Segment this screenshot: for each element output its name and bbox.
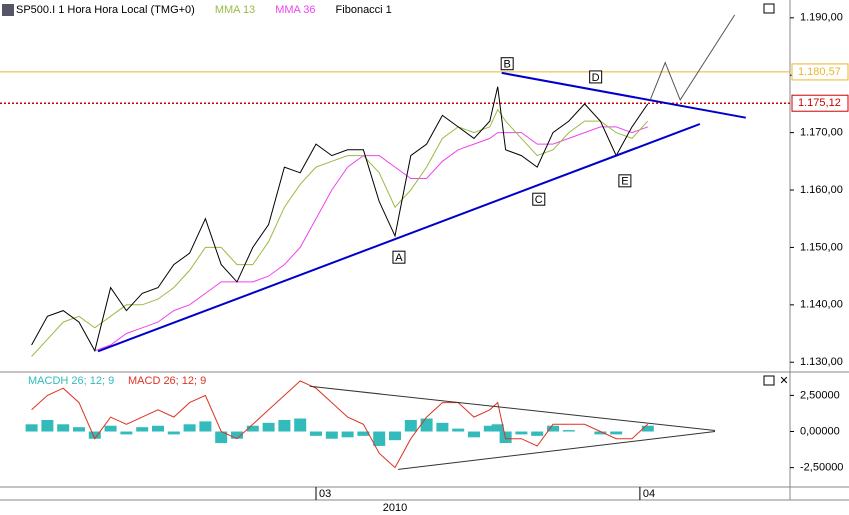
histogram-bar: [136, 427, 149, 432]
histogram-bar: [278, 419, 291, 432]
legend-entry: MACD 26; 12; 9: [128, 375, 206, 387]
trendline: [398, 431, 716, 470]
histogram-bar: [468, 431, 480, 438]
histogram-bar: [231, 431, 243, 439]
histogram-bar: [183, 424, 196, 432]
wave-label-box: [500, 57, 514, 71]
macd-line: [31, 380, 649, 469]
histogram-bar: [215, 431, 228, 444]
histogram-bar: [246, 425, 259, 432]
histogram-bar: [531, 431, 544, 436]
y-tick-label: 1.130,00: [800, 356, 843, 368]
price-label-box: [791, 94, 849, 112]
histogram-bar: [104, 425, 117, 432]
y-tick-label: 0,00000: [800, 425, 840, 437]
y-tick-label: -2,50000: [800, 462, 843, 474]
logo: [2, 4, 14, 16]
histogram-bar: [420, 418, 433, 432]
x-tick-label: 03: [319, 488, 331, 500]
histogram-bar: [294, 418, 307, 432]
x-tick-label: 04: [643, 488, 655, 500]
price-label: 1.180,57: [798, 66, 841, 78]
wave-label: E: [621, 176, 628, 188]
histogram-bar: [199, 421, 212, 432]
y-tick-label: 1.190,00: [800, 12, 843, 24]
wave-label: C: [535, 194, 543, 206]
y-tick-label: 1.140,00: [800, 299, 843, 311]
wave-label-box: [589, 70, 603, 84]
histogram-bar: [357, 431, 370, 436]
header: SP500.I 1 Hora Hora Local (TMG+0) MMA 13 M…: [16, 4, 392, 16]
trendline: [649, 14, 736, 101]
chart-title: SP500.I 1 Hora Hora Local (TMG+0): [16, 4, 195, 16]
price-series: [31, 86, 649, 353]
price-label: 1.175,12: [798, 97, 841, 109]
histogram-bar: [483, 425, 496, 432]
indicator-label: MMA 13: [215, 4, 255, 16]
y-tick-label: 1.170,00: [800, 127, 843, 139]
histogram-bar: [373, 431, 386, 446]
close-button[interactable]: ✕: [779, 375, 788, 387]
histogram-bar: [515, 431, 528, 435]
wave-label-box: [618, 174, 632, 188]
price-series: [31, 108, 649, 357]
indicator-label: MMA 36: [275, 4, 315, 16]
maximize-button[interactable]: [763, 3, 775, 14]
indicator-label: Fibonacci 1: [336, 4, 392, 16]
histogram-bar: [325, 431, 338, 439]
legend-entry: MACDH 26; 12; 9: [28, 375, 114, 387]
x-axis-label: 2010: [383, 502, 407, 514]
histogram-bar: [120, 431, 133, 435]
price-label-box: [791, 63, 849, 81]
histogram-bar: [594, 431, 607, 435]
histogram-bar: [57, 424, 70, 432]
y-tick-label: 1.160,00: [800, 184, 843, 196]
wave-label: D: [592, 72, 600, 84]
y-tick-label: 1.150,00: [800, 241, 843, 253]
wave-label: A: [395, 252, 403, 264]
price-series: [94, 126, 648, 352]
histogram-bar: [152, 425, 164, 432]
histogram-bar: [389, 431, 401, 441]
trendline: [501, 71, 746, 119]
histogram-bar: [404, 419, 417, 432]
histogram-bar: [452, 428, 465, 432]
histogram-bar: [436, 422, 449, 432]
trendline: [309, 385, 716, 431]
wave-label-box: [392, 250, 406, 264]
histogram-bar: [310, 431, 322, 436]
maximize-button[interactable]: [763, 375, 775, 386]
histogram-bar: [491, 424, 504, 432]
histogram-bar: [167, 431, 180, 435]
histogram-bar: [73, 427, 85, 432]
histogram-bar: [562, 430, 575, 432]
trendline: [97, 123, 701, 353]
histogram-bar: [610, 431, 623, 435]
y-tick-label: 2,50000: [800, 389, 840, 401]
histogram-bar: [262, 422, 275, 432]
histogram-bar: [341, 431, 354, 438]
histogram-bar: [41, 419, 54, 432]
wave-label-box: [532, 192, 546, 206]
histogram-bar: [547, 425, 559, 432]
histogram-bar: [25, 424, 38, 432]
histogram-bar: [641, 425, 654, 432]
histogram-bar: [88, 431, 101, 439]
wave-label: B: [504, 59, 511, 71]
